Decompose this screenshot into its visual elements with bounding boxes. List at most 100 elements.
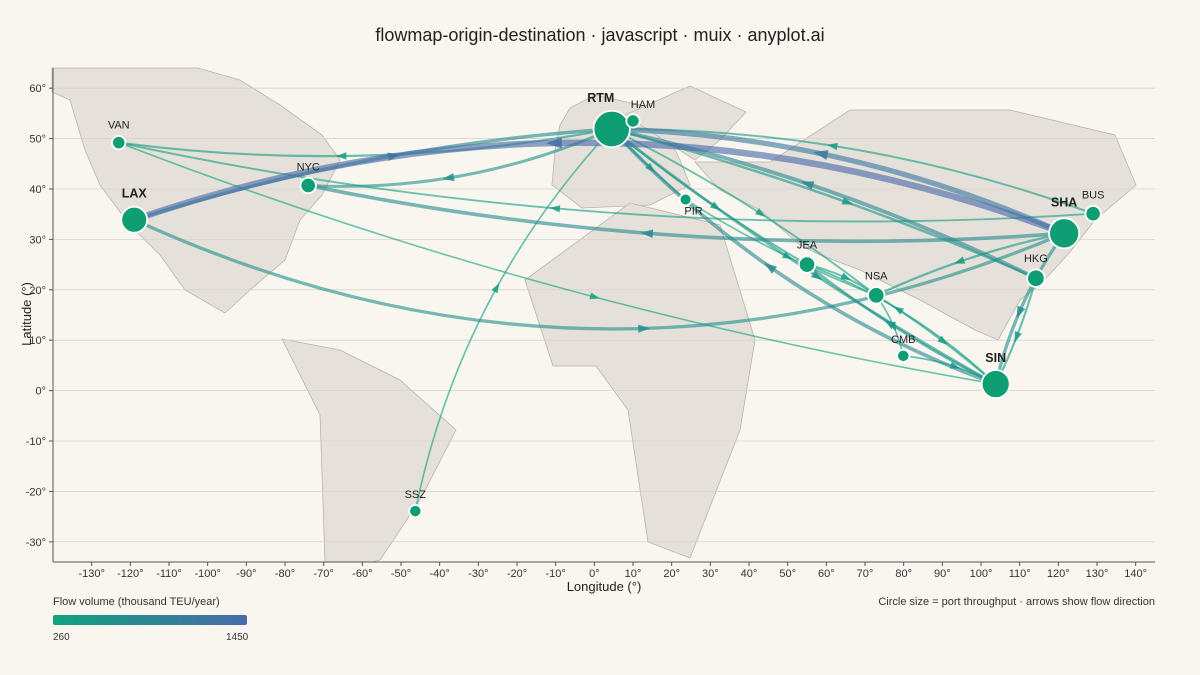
port-label: BUS [1082, 190, 1105, 202]
x-tick-label: -30° [468, 568, 488, 580]
x-tick-label: 40° [741, 568, 758, 580]
flow-line [609, 127, 998, 386]
x-tick-label: -40° [430, 568, 450, 580]
flow-line [875, 232, 1066, 297]
port-label: NSA [865, 270, 888, 282]
port-marker[interactable] [980, 369, 1011, 399]
flow-arrow [937, 335, 948, 345]
landmass-north-america [51, 67, 341, 314]
landmass-africa [524, 202, 756, 559]
x-tick-label: 70° [857, 568, 874, 580]
flow-arrow [442, 173, 455, 182]
flow-line [132, 218, 1066, 331]
y-tick-label: -20° [26, 486, 46, 498]
port-van[interactable]: VAN [108, 120, 130, 151]
port-marker[interactable] [867, 286, 886, 305]
port-cmb[interactable]: CMB [891, 334, 916, 363]
x-tick-label: 20° [663, 568, 680, 580]
port-label: VAN [108, 120, 130, 132]
port-bus[interactable]: BUS [1082, 190, 1105, 223]
y-tick-label: 20° [29, 285, 46, 297]
port-nyc[interactable]: NYC [297, 161, 320, 195]
legend-max-label: 1450 [226, 632, 249, 643]
port-marker[interactable] [592, 109, 631, 149]
ports-layer: LAX VAN NYC SSZ RTM HAM PIR JEA NSA CMB SIN HKG SHA B… [108, 91, 1105, 519]
flow-arrow [810, 270, 823, 280]
x-tick-label: 100° [970, 568, 993, 580]
x-axis-title: Longitude (°) [567, 579, 642, 594]
port-ham[interactable]: HAM [625, 99, 655, 129]
port-label: LAX [122, 187, 148, 201]
port-marker[interactable] [111, 135, 127, 151]
y-axis-title: Latitude (°) [19, 282, 34, 346]
port-label: CMB [891, 334, 915, 346]
port-label: SIN [985, 351, 1006, 365]
y-tick-label: -30° [26, 537, 46, 549]
port-label: SSZ [405, 489, 427, 501]
flow-arrow [841, 197, 854, 205]
port-pir[interactable]: PIR [678, 192, 703, 218]
port-marker[interactable] [1048, 217, 1081, 250]
x-tick-label: -20° [507, 568, 527, 580]
port-label: HAM [631, 99, 655, 111]
chart-title: flowmap-origin-destination · javascript … [375, 25, 825, 45]
flow-line [414, 128, 613, 512]
port-marker[interactable] [896, 348, 911, 363]
x-tick-label: -10° [546, 568, 566, 580]
port-marker[interactable] [1084, 205, 1102, 223]
flow-arrow [840, 272, 852, 281]
flow-arrow [1016, 305, 1026, 319]
port-marker[interactable] [408, 504, 423, 519]
x-tick-label: -50° [391, 568, 411, 580]
x-tick-label: 0° [589, 568, 600, 580]
port-jea[interactable]: JEA [797, 240, 818, 274]
flow-arrow [813, 150, 829, 160]
port-ssz[interactable]: SSZ [405, 489, 427, 519]
y-tick-label: -10° [26, 436, 46, 448]
x-tick-label: 80° [895, 568, 912, 580]
flow-arrow [638, 324, 651, 333]
axes-layer: -130° -120° -110° -100° -90° -80° -70° -60° -50°… [26, 68, 1155, 580]
y-tick-label: 50° [29, 134, 46, 146]
x-tick-label: -120° [117, 568, 143, 580]
y-tick-label: 0° [35, 386, 46, 398]
port-sin[interactable]: SIN [980, 351, 1011, 399]
port-label: PIR [684, 206, 702, 218]
port-label: JEA [797, 240, 818, 252]
x-tick-label: 30° [702, 568, 719, 580]
port-nsa[interactable]: NSA [865, 270, 888, 305]
flow-arrow [1014, 331, 1022, 343]
x-tick-label: 90° [934, 568, 951, 580]
port-lax[interactable]: LAX [120, 187, 149, 234]
x-tick-label: -130° [78, 568, 104, 580]
port-sha[interactable]: SHA [1048, 195, 1081, 250]
x-tick-label: -80° [275, 568, 295, 580]
port-hkg[interactable]: HKG [1024, 253, 1048, 288]
x-tick-label: 10° [625, 568, 642, 580]
y-tick-label: 30° [29, 234, 46, 246]
port-marker[interactable] [299, 176, 317, 195]
flow-arrow [335, 152, 347, 160]
port-rtm[interactable]: RTM [587, 91, 631, 149]
x-tick-label: -90° [236, 568, 256, 580]
x-tick-label: -110° [156, 568, 182, 580]
port-label: NYC [297, 161, 320, 173]
port-marker[interactable] [797, 255, 817, 274]
flow-arrow [764, 263, 777, 274]
flow-line [875, 294, 997, 386]
port-marker[interactable] [678, 192, 693, 207]
port-label: SHA [1051, 195, 1077, 209]
port-marker[interactable] [625, 113, 641, 129]
flow-arrow [491, 282, 500, 294]
port-marker[interactable] [1026, 268, 1046, 288]
x-tick-label: 50° [779, 568, 796, 580]
port-marker[interactable] [120, 205, 149, 234]
flow-arrow [826, 142, 838, 151]
x-tick-label: 60° [818, 568, 835, 580]
x-tick-label: 120° [1047, 568, 1070, 580]
port-label: RTM [587, 91, 614, 105]
flow-arrow [545, 137, 562, 149]
x-tick-label: 110° [1009, 568, 1031, 580]
x-tick-label: 140° [1124, 568, 1147, 580]
